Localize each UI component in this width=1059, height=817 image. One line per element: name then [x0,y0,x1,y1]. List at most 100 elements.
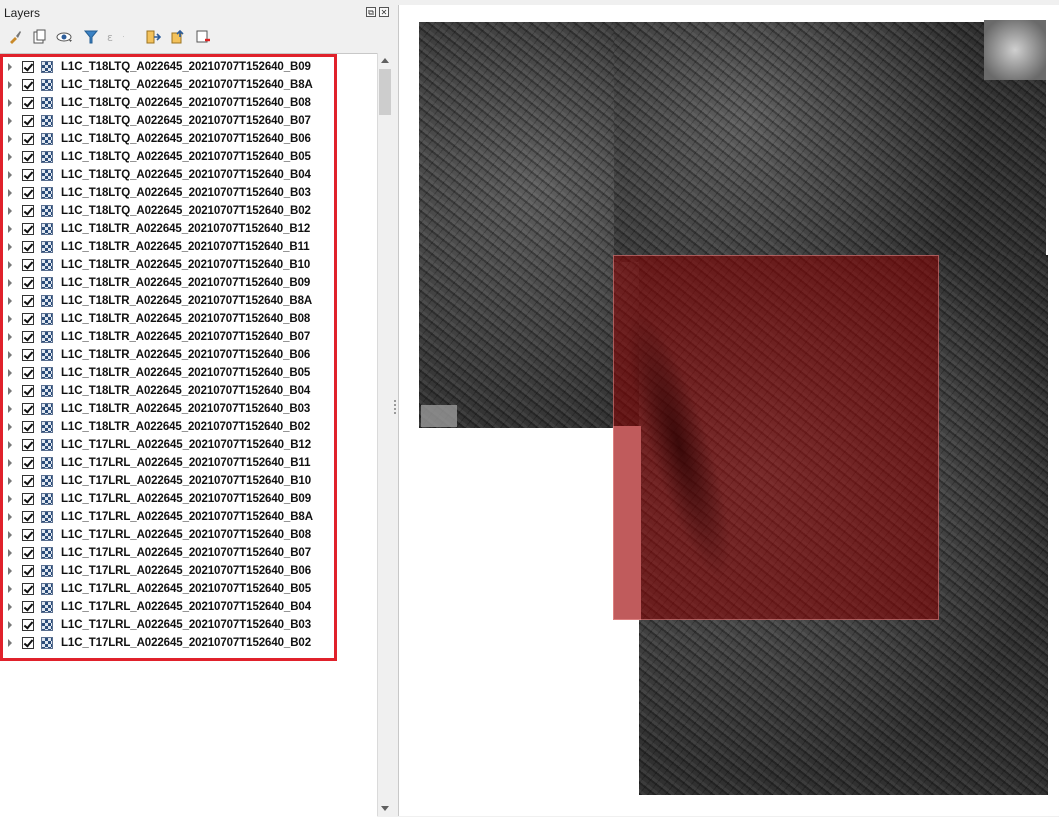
layer-visibility-checkbox[interactable] [22,259,34,271]
expand-arrow-icon[interactable] [8,495,12,503]
layer-name[interactable]: L1C_T18LTR_A022645_20210707T152640_B02 [61,421,311,433]
layer-visibility-checkbox[interactable] [22,385,34,397]
layer-name[interactable]: L1C_T18LTQ_A022645_20210707T152640_B8A [61,79,313,91]
expand-arrow-icon[interactable] [8,63,12,71]
expand-arrow-icon[interactable] [8,585,12,593]
add-group-icon[interactable] [30,28,48,46]
layer-row[interactable]: L1C_T18LTR_A022645_20210707T152640_B09 [0,274,340,292]
layer-name[interactable]: L1C_T18LTR_A022645_20210707T152640_B06 [61,349,311,361]
layer-visibility-checkbox[interactable] [22,475,34,487]
layer-name[interactable]: L1C_T17LRL_A022645_20210707T152640_B05 [61,583,312,595]
splitter-grip-icon[interactable] [394,400,396,414]
layer-row[interactable]: L1C_T17LRL_A022645_20210707T152640_B11 [0,454,340,472]
expand-arrow-icon[interactable] [8,243,12,251]
scroll-thumb[interactable] [379,69,391,115]
expand-arrow-icon[interactable] [8,279,12,287]
layer-visibility-checkbox[interactable] [22,511,34,523]
layer-visibility-checkbox[interactable] [22,313,34,325]
layer-visibility-checkbox[interactable] [22,79,34,91]
expand-arrow-icon[interactable] [8,135,12,143]
expand-arrow-icon[interactable] [8,351,12,359]
layer-visibility-checkbox[interactable] [22,205,34,217]
layer-row[interactable]: L1C_T18LTQ_A022645_20210707T152640_B02 [0,202,340,220]
scroll-down-arrow-icon[interactable] [381,806,389,811]
layer-visibility-checkbox[interactable] [22,439,34,451]
layer-row[interactable]: L1C_T17LRL_A022645_20210707T152640_B03 [0,616,340,634]
layer-visibility-checkbox[interactable] [22,457,34,469]
expand-arrow-icon[interactable] [8,171,12,179]
layer-name[interactable]: L1C_T17LRL_A022645_20210707T152640_B04 [61,601,312,613]
layer-row[interactable]: L1C_T17LRL_A022645_20210707T152640_B10 [0,472,340,490]
layer-row[interactable]: L1C_T18LTQ_A022645_20210707T152640_B05 [0,148,340,166]
layer-row[interactable]: L1C_T18LTR_A022645_20210707T152640_B08 [0,310,340,328]
layer-row[interactable]: L1C_T18LTR_A022645_20210707T152640_B06 [0,346,340,364]
layer-visibility-checkbox[interactable] [22,493,34,505]
expand-arrow-icon[interactable] [8,117,12,125]
layer-visibility-checkbox[interactable] [22,187,34,199]
expand-arrow-icon[interactable] [8,441,12,449]
layer-row[interactable]: L1C_T17LRL_A022645_20210707T152640_B02 [0,634,340,652]
layer-name[interactable]: L1C_T17LRL_A022645_20210707T152640_B09 [61,493,312,505]
expand-arrow-icon[interactable] [8,513,12,521]
layer-name[interactable]: L1C_T17LRL_A022645_20210707T152640_B11 [61,457,311,469]
layer-name[interactable]: L1C_T17LRL_A022645_20210707T152640_B06 [61,565,312,577]
filter-icon[interactable] [82,28,100,46]
layer-name[interactable]: L1C_T18LTQ_A022645_20210707T152640_B08 [61,97,311,109]
layer-row[interactable]: L1C_T18LTR_A022645_20210707T152640_B04 [0,382,340,400]
layer-row[interactable]: L1C_T18LTR_A022645_20210707T152640_B10 [0,256,340,274]
layer-row[interactable]: L1C_T18LTR_A022645_20210707T152640_B8A [0,292,340,310]
layer-visibility-checkbox[interactable] [22,565,34,577]
layer-name[interactable]: L1C_T17LRL_A022645_20210707T152640_B10 [61,475,312,487]
expand-arrow-icon[interactable] [8,315,12,323]
layer-name[interactable]: L1C_T18LTR_A022645_20210707T152640_B12 [61,223,311,235]
layer-visibility-checkbox[interactable] [22,97,34,109]
layer-visibility-checkbox[interactable] [22,403,34,415]
expand-arrow-icon[interactable] [8,261,12,269]
layer-row[interactable]: L1C_T18LTR_A022645_20210707T152640_B02 [0,418,340,436]
layer-visibility-checkbox[interactable] [22,133,34,145]
paintbrush-icon[interactable] [6,28,24,46]
layer-name[interactable]: L1C_T18LTR_A022645_20210707T152640_B09 [61,277,311,289]
map-canvas[interactable] [398,5,1059,816]
expand-arrow-icon[interactable] [8,621,12,629]
layer-row[interactable]: L1C_T17LRL_A022645_20210707T152640_B07 [0,544,340,562]
eye-icon[interactable] [56,28,74,46]
expand-arrow-icon[interactable] [8,549,12,557]
expand-arrow-icon[interactable] [8,477,12,485]
layer-visibility-checkbox[interactable] [22,367,34,379]
layer-row[interactable]: L1C_T18LTR_A022645_20210707T152640_B07 [0,328,340,346]
expand-arrow-icon[interactable] [8,567,12,575]
layer-name[interactable]: L1C_T18LTQ_A022645_20210707T152640_B04 [61,169,311,181]
expand-arrow-icon[interactable] [8,207,12,215]
layer-visibility-checkbox[interactable] [22,349,34,361]
layer-row[interactable]: L1C_T17LRL_A022645_20210707T152640_B09 [0,490,340,508]
layer-name[interactable]: L1C_T17LRL_A022645_20210707T152640_B08 [61,529,312,541]
layer-visibility-checkbox[interactable] [22,547,34,559]
layer-row[interactable]: L1C_T18LTR_A022645_20210707T152640_B11 [0,238,340,256]
layer-row[interactable]: L1C_T18LTR_A022645_20210707T152640_B03 [0,400,340,418]
layer-row[interactable]: L1C_T17LRL_A022645_20210707T152640_B8A [0,508,340,526]
layer-name[interactable]: L1C_T18LTR_A022645_20210707T152640_B10 [61,259,311,271]
layer-row[interactable]: L1C_T18LTQ_A022645_20210707T152640_B09 [0,58,340,76]
layer-row[interactable]: L1C_T17LRL_A022645_20210707T152640_B04 [0,598,340,616]
layer-visibility-checkbox[interactable] [22,151,34,163]
expand-arrow-icon[interactable] [8,297,12,305]
expand-arrow-icon[interactable] [8,99,12,107]
layer-visibility-checkbox[interactable] [22,223,34,235]
layer-row[interactable]: L1C_T18LTQ_A022645_20210707T152640_B8A [0,76,340,94]
expand-arrow-icon[interactable] [8,531,12,539]
layer-row[interactable]: L1C_T18LTR_A022645_20210707T152640_B12 [0,220,340,238]
close-panel-button[interactable]: ✕ [379,7,389,17]
expand-arrow-icon[interactable] [8,405,12,413]
layer-visibility-checkbox[interactable] [22,169,34,181]
layer-list-scrollbar[interactable] [377,53,392,816]
expand-arrow-icon[interactable] [8,423,12,431]
expand-arrow-icon[interactable] [8,333,12,341]
layer-visibility-checkbox[interactable] [22,529,34,541]
layer-name[interactable]: L1C_T18LTR_A022645_20210707T152640_B8A [61,295,313,307]
layer-visibility-checkbox[interactable] [22,637,34,649]
layer-visibility-checkbox[interactable] [22,115,34,127]
layer-visibility-checkbox[interactable] [22,331,34,343]
layer-name[interactable]: L1C_T17LRL_A022645_20210707T152640_B8A [61,511,313,523]
expand-arrow-icon[interactable] [8,387,12,395]
